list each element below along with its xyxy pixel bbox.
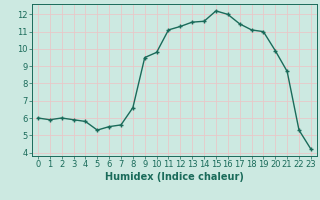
X-axis label: Humidex (Indice chaleur): Humidex (Indice chaleur) bbox=[105, 172, 244, 182]
